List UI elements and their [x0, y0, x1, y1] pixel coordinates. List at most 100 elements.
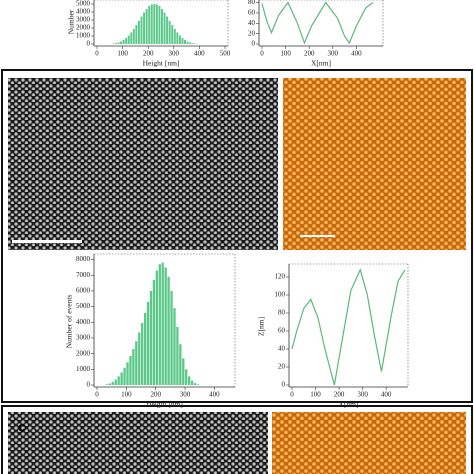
bar	[153, 4, 156, 44]
bar	[114, 43, 117, 44]
bar	[143, 312, 147, 385]
bar	[179, 344, 182, 385]
panel-frame	[1, 405, 473, 474]
x-tick-label: 100	[121, 391, 132, 399]
x-tick-label: 0	[95, 50, 99, 58]
x-tick-label: 400	[194, 50, 205, 58]
y-tick-label: 1000	[76, 32, 91, 40]
bar	[125, 38, 128, 44]
y-tick-label: 4000	[76, 318, 91, 326]
bar	[189, 42, 192, 44]
bar	[108, 383, 112, 385]
bar	[173, 308, 176, 385]
bar	[105, 384, 109, 385]
x-tick-label: 0	[260, 50, 264, 58]
bar	[129, 355, 132, 385]
x-tick-label: 200	[334, 391, 345, 399]
bar	[176, 326, 179, 385]
x-tick-label: 500	[220, 50, 231, 58]
x-axis-title: X[nm]	[311, 59, 331, 68]
bar	[149, 290, 153, 385]
bar	[171, 25, 174, 44]
bar	[158, 6, 161, 44]
bar	[196, 384, 200, 385]
bar	[132, 348, 135, 385]
y-tick-label: 40	[278, 345, 286, 353]
bar	[163, 12, 166, 44]
bar	[146, 301, 150, 385]
bar	[155, 270, 159, 385]
bar	[170, 290, 173, 385]
bar	[186, 41, 189, 44]
y-tick-label: 0	[87, 40, 91, 48]
y-tick-label: 3000	[76, 16, 91, 24]
bar	[122, 40, 125, 44]
x-tick-label: 0	[95, 391, 99, 399]
panel-frame	[1, 69, 473, 403]
scale-bar	[300, 235, 335, 237]
bar	[140, 16, 143, 44]
bar	[117, 42, 120, 44]
bar	[120, 372, 123, 385]
y-tick-label: 60	[248, 9, 256, 17]
bar	[143, 12, 146, 44]
bar	[148, 6, 151, 44]
bar	[126, 362, 129, 385]
panel-label: c	[18, 419, 26, 435]
y-tick-label: 60	[278, 327, 286, 335]
bar	[178, 35, 181, 44]
bar	[181, 38, 184, 44]
y-tick-label: 0	[87, 381, 91, 389]
bar	[127, 35, 130, 44]
bar	[117, 376, 120, 385]
y-tick-label: 120	[275, 273, 286, 281]
bar	[137, 20, 140, 44]
x-tick-label: 300	[328, 50, 339, 58]
y-tick-label: 80	[248, 0, 256, 6]
bar	[120, 41, 122, 44]
x-tick-label: 200	[304, 50, 315, 58]
y-tick-label: 100	[275, 291, 286, 299]
y-tick-label: 6000	[76, 287, 91, 295]
y-tick-label: 7000	[76, 271, 91, 279]
bar	[185, 369, 188, 385]
bar	[184, 40, 186, 44]
y-tick-label: 2000	[76, 349, 91, 357]
x-tick-label: 200	[150, 391, 161, 399]
bar	[161, 262, 164, 385]
sem-image	[8, 412, 268, 474]
afm-image	[283, 78, 466, 250]
bar	[135, 341, 138, 385]
bar	[141, 323, 144, 385]
bar	[166, 16, 169, 44]
bar	[138, 332, 141, 385]
y-tick-label: 8000	[76, 255, 91, 263]
scale-bar	[12, 240, 82, 243]
y-tick-label: 0	[282, 381, 286, 389]
bar	[111, 381, 115, 385]
bar	[158, 264, 161, 385]
bar	[173, 29, 176, 44]
x-tick-label: 0	[290, 391, 294, 399]
x-tick-label: 100	[117, 50, 128, 58]
bar	[150, 4, 153, 45]
bar	[164, 267, 167, 385]
x-tick-label: 400	[381, 391, 392, 399]
bar	[161, 8, 163, 45]
bar	[187, 376, 191, 385]
x-axis-title: Height [nm]	[143, 59, 180, 68]
x-tick-label: 300	[180, 391, 191, 399]
x-tick-label: 100	[280, 50, 291, 58]
x-axis-title: X[nm]	[339, 400, 359, 409]
y-tick-label: 3000	[76, 334, 91, 342]
sem-image	[8, 78, 278, 250]
bar	[176, 32, 179, 44]
y-tick-label: 5000	[76, 302, 91, 310]
bar	[168, 20, 171, 44]
afm-image	[272, 412, 466, 474]
bar	[191, 43, 194, 44]
y-tick-label: 20	[248, 29, 256, 37]
y-tick-label: 5000	[76, 0, 91, 8]
x-tick-label: 200	[143, 50, 154, 58]
